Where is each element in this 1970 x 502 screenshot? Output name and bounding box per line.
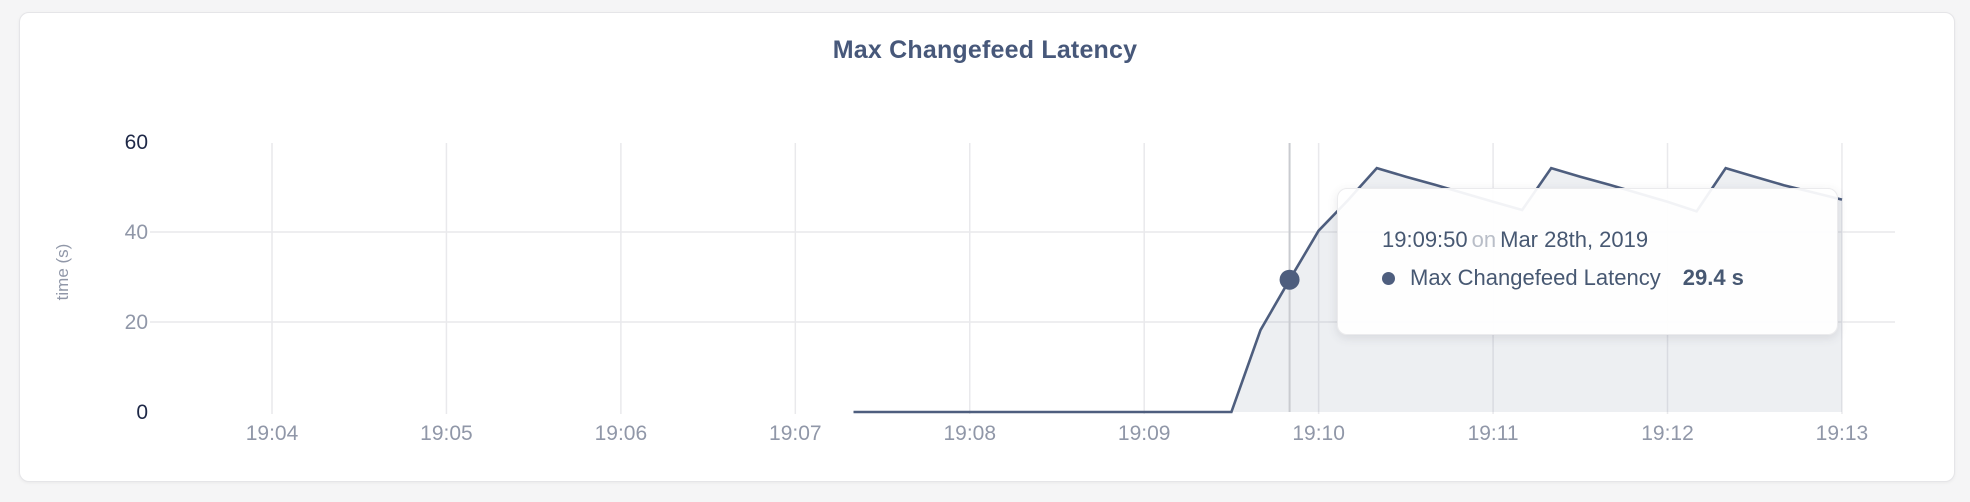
x-tick-label: 19:10 bbox=[1292, 422, 1345, 445]
x-tick-label: 19:07 bbox=[769, 422, 822, 445]
x-tick-label: 19:12 bbox=[1641, 422, 1694, 445]
tooltip-series-label: Max Changefeed Latency bbox=[1410, 265, 1661, 290]
chart-title: Max Changefeed Latency bbox=[832, 36, 1138, 64]
x-tick-label: 19:04 bbox=[246, 422, 299, 445]
y-tick-label: 40 bbox=[125, 221, 148, 244]
y-tick-label: 60 bbox=[125, 131, 148, 154]
x-tick-label: 19:13 bbox=[1816, 422, 1869, 445]
chart-tooltip: 19:09:50 on Mar 28th, 2019 Max Changefeed … bbox=[1337, 188, 1838, 335]
x-tick-label: 19:06 bbox=[595, 422, 648, 445]
x-tick-label: 19:09 bbox=[1118, 422, 1171, 445]
tooltip-value: 29.4 s bbox=[1682, 265, 1744, 290]
series-bullet-icon bbox=[1382, 271, 1395, 285]
y-axis-label: time (s) bbox=[53, 244, 72, 301]
tooltip-date: Mar 28th, 2019 bbox=[1500, 227, 1649, 252]
tooltip-header: 19:09:50 on Mar 28th, 2019 bbox=[1382, 227, 1817, 253]
y-tick-label: 20 bbox=[125, 311, 148, 334]
x-tick-label: 19:05 bbox=[420, 422, 473, 445]
hover-point[interactable] bbox=[1279, 269, 1300, 290]
y-tick-label: 0 bbox=[136, 401, 148, 424]
x-tick-label: 19:08 bbox=[943, 422, 996, 445]
tooltip-conjunction: on bbox=[1471, 227, 1497, 252]
tooltip-series-row: Max Changefeed Latency 29.4 s bbox=[1382, 265, 1817, 291]
tooltip-time: 19:09:50 bbox=[1382, 227, 1468, 252]
x-tick-label: 19:11 bbox=[1468, 422, 1519, 445]
